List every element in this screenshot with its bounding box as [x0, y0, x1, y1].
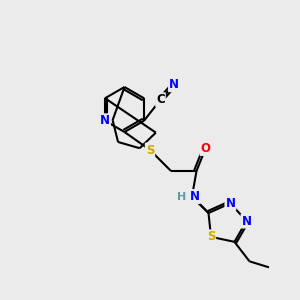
Text: O: O: [200, 142, 211, 155]
Text: C: C: [156, 93, 165, 106]
Text: S: S: [146, 143, 154, 157]
Text: N: N: [225, 197, 236, 210]
Text: H: H: [177, 191, 186, 202]
Text: N: N: [190, 190, 200, 203]
Text: N: N: [169, 78, 179, 91]
Text: S: S: [207, 230, 215, 243]
Text: N: N: [242, 214, 251, 228]
Text: N: N: [100, 114, 110, 127]
